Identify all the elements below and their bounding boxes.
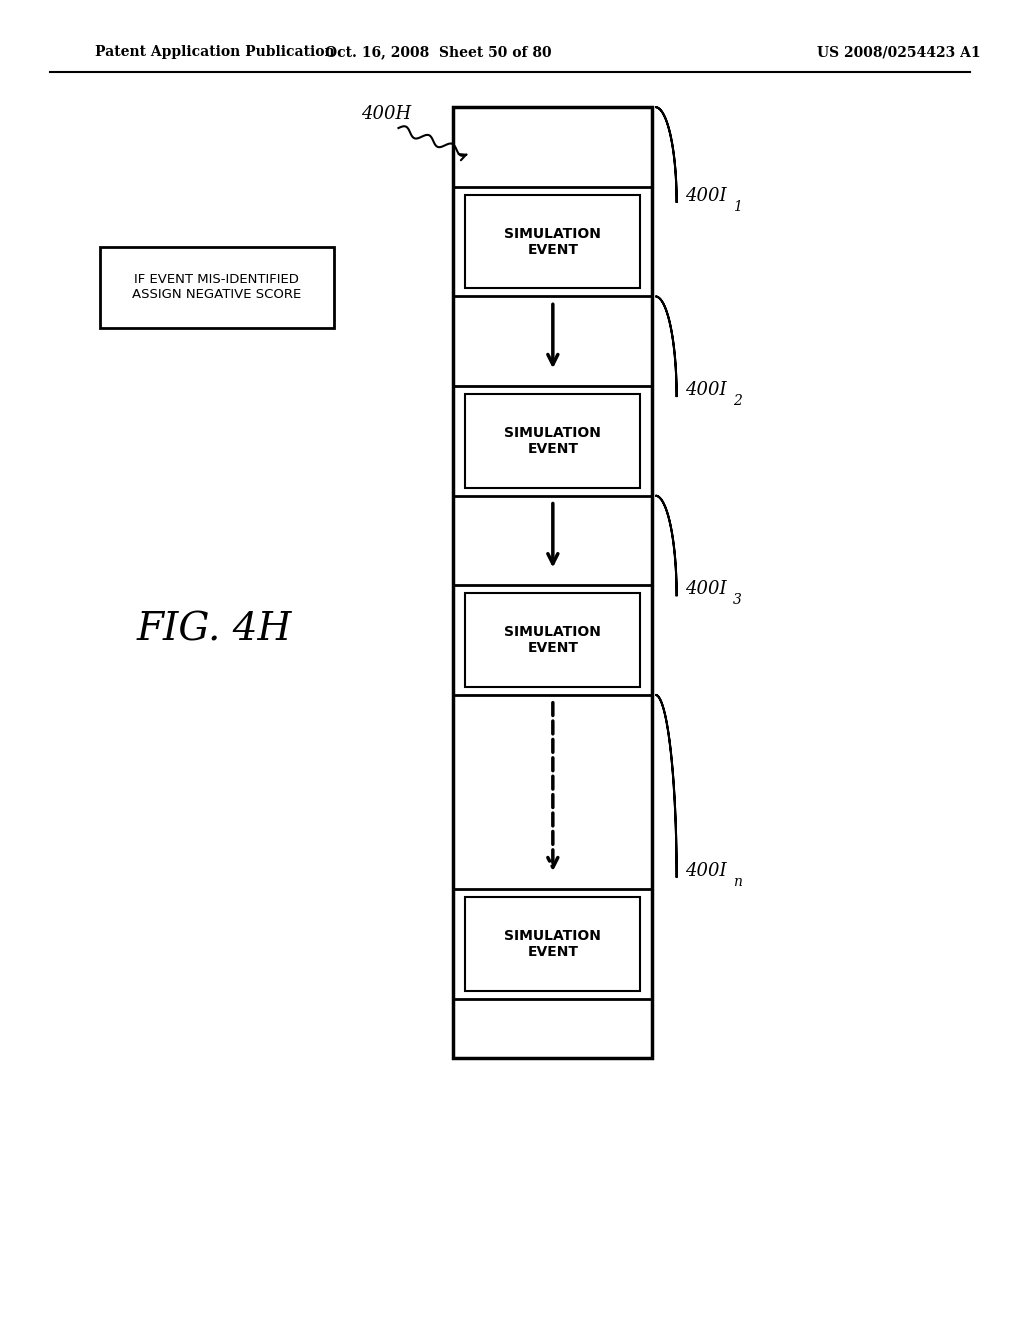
Bar	[465, 593, 640, 686]
Text: 400I: 400I	[685, 381, 727, 399]
Text: IF EVENT MIS-IDENTIFIED
ASSIGN NEGATIVE SCORE: IF EVENT MIS-IDENTIFIED ASSIGN NEGATIVE …	[132, 273, 301, 301]
Text: 400H: 400H	[361, 106, 412, 123]
Bar	[99, 247, 334, 329]
Text: SIMULATION
EVENT: SIMULATION EVENT	[505, 929, 601, 960]
Text: US 2008/0254423 A1: US 2008/0254423 A1	[817, 45, 980, 59]
Text: SIMULATION
EVENT: SIMULATION EVENT	[505, 227, 601, 256]
Text: Patent Application Publication: Patent Application Publication	[94, 45, 334, 59]
Text: 400I: 400I	[685, 862, 727, 879]
Text: FIG. 4H: FIG. 4H	[136, 611, 292, 648]
Text: 2: 2	[733, 393, 742, 408]
Bar	[454, 107, 652, 1059]
Text: 3: 3	[733, 593, 742, 607]
Bar	[465, 898, 640, 991]
Text: 400I: 400I	[685, 187, 727, 205]
Text: SIMULATION
EVENT: SIMULATION EVENT	[505, 624, 601, 655]
Text: 1: 1	[733, 199, 742, 214]
Text: Oct. 16, 2008  Sheet 50 of 80: Oct. 16, 2008 Sheet 50 of 80	[325, 45, 552, 59]
Text: SIMULATION
EVENT: SIMULATION EVENT	[505, 426, 601, 455]
Text: 400I: 400I	[685, 581, 727, 598]
Text: n: n	[733, 875, 742, 888]
Bar	[465, 395, 640, 487]
Bar	[465, 195, 640, 289]
